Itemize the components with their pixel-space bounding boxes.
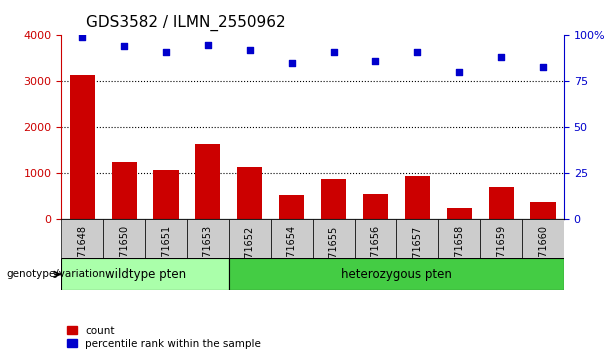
Legend: count, percentile rank within the sample: count, percentile rank within the sample bbox=[66, 326, 261, 349]
Bar bbox=[229, 258, 564, 290]
Bar bbox=[354, 219, 397, 258]
Text: GSM471654: GSM471654 bbox=[287, 225, 297, 285]
Point bbox=[203, 42, 213, 47]
Bar bbox=[153, 170, 178, 219]
Bar bbox=[187, 219, 229, 258]
Bar bbox=[70, 74, 95, 219]
Bar bbox=[103, 219, 145, 258]
Text: GSM471650: GSM471650 bbox=[119, 225, 129, 285]
Point bbox=[287, 60, 297, 66]
Bar bbox=[397, 219, 438, 258]
Text: wildtype pten: wildtype pten bbox=[104, 268, 186, 281]
Bar bbox=[530, 202, 555, 219]
Bar bbox=[321, 178, 346, 219]
Bar bbox=[522, 219, 564, 258]
Text: GSM471651: GSM471651 bbox=[161, 225, 171, 285]
Point bbox=[413, 49, 422, 55]
Bar bbox=[237, 167, 262, 219]
Bar bbox=[480, 219, 522, 258]
Text: GSM471656: GSM471656 bbox=[370, 225, 381, 285]
Bar bbox=[145, 219, 187, 258]
Bar bbox=[438, 219, 480, 258]
Point bbox=[538, 64, 548, 69]
Text: GSM471655: GSM471655 bbox=[329, 225, 338, 285]
Point bbox=[119, 44, 129, 49]
Bar bbox=[229, 219, 271, 258]
Point bbox=[329, 49, 338, 55]
Point bbox=[496, 55, 506, 60]
Text: GSM471653: GSM471653 bbox=[203, 225, 213, 285]
Text: GDS3582 / ILMN_2550962: GDS3582 / ILMN_2550962 bbox=[86, 15, 286, 31]
Text: GSM471648: GSM471648 bbox=[77, 225, 87, 284]
Point bbox=[245, 47, 255, 53]
Bar bbox=[112, 162, 137, 219]
Bar bbox=[489, 187, 514, 219]
Point bbox=[370, 58, 380, 64]
Text: GSM471658: GSM471658 bbox=[454, 225, 464, 285]
Point bbox=[161, 49, 171, 55]
Point bbox=[454, 69, 464, 75]
Bar bbox=[447, 207, 472, 219]
Bar bbox=[405, 176, 430, 219]
Bar bbox=[363, 194, 388, 219]
Point bbox=[77, 34, 87, 40]
Text: GSM471660: GSM471660 bbox=[538, 225, 548, 284]
Text: GSM471657: GSM471657 bbox=[413, 225, 422, 285]
Bar bbox=[61, 258, 229, 290]
Bar bbox=[271, 219, 313, 258]
Bar bbox=[279, 195, 304, 219]
Bar bbox=[61, 219, 103, 258]
Text: GSM471659: GSM471659 bbox=[496, 225, 506, 285]
Text: genotype/variation: genotype/variation bbox=[6, 269, 105, 279]
Bar bbox=[313, 219, 354, 258]
Text: heterozygous pten: heterozygous pten bbox=[341, 268, 452, 281]
Bar bbox=[196, 143, 221, 219]
Text: GSM471652: GSM471652 bbox=[245, 225, 255, 285]
